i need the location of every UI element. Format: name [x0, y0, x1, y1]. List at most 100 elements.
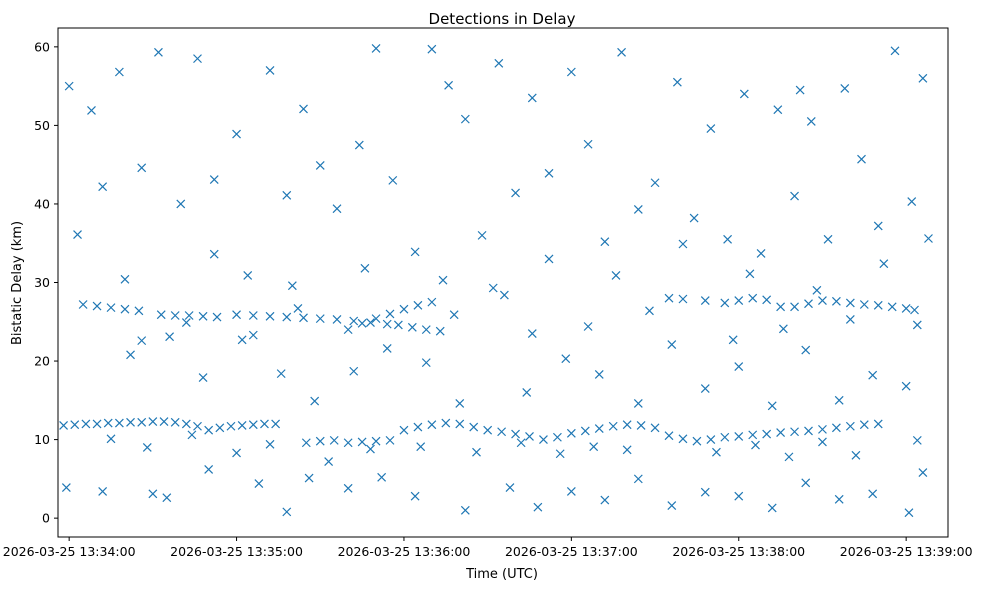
data-point — [477, 230, 487, 240]
data-point — [879, 259, 889, 269]
data-point — [382, 319, 392, 329]
data-point — [126, 417, 135, 427]
data-point — [248, 420, 258, 430]
data-point — [243, 271, 253, 280]
data-point — [469, 422, 479, 432]
data-point — [87, 106, 96, 115]
data-point — [907, 197, 917, 207]
data-point — [393, 320, 403, 330]
data-point — [580, 426, 590, 436]
data-point — [366, 318, 375, 327]
data-point — [756, 249, 766, 258]
data-point — [734, 296, 744, 305]
data-point — [834, 494, 844, 504]
data-point — [734, 432, 744, 441]
data-point — [209, 175, 219, 185]
data-point — [162, 493, 172, 503]
data-point — [388, 175, 398, 185]
data-point — [184, 311, 194, 320]
data-point — [516, 438, 526, 448]
data-point — [583, 322, 593, 331]
data-point — [600, 237, 610, 247]
data-point — [804, 426, 813, 436]
data-point — [622, 420, 632, 430]
y-tick-label: 50 — [34, 118, 50, 133]
data-point — [170, 311, 180, 320]
data-point — [92, 301, 102, 311]
data-point — [801, 345, 811, 355]
data-point — [773, 105, 783, 115]
data-point — [845, 421, 855, 431]
data-point — [873, 221, 883, 231]
data-point — [287, 281, 297, 291]
data-point — [901, 303, 911, 313]
data-point — [61, 483, 71, 492]
data-point — [70, 420, 80, 430]
data-point — [795, 85, 805, 95]
data-point — [248, 330, 258, 340]
data-point — [385, 435, 395, 445]
data-point — [776, 302, 786, 312]
data-point — [366, 444, 375, 454]
data-point — [226, 421, 236, 431]
x-tick-label: 2026-03-25 13:37:00 — [505, 544, 638, 559]
data-point — [282, 507, 292, 517]
data-point — [212, 312, 222, 322]
data-point — [343, 483, 353, 493]
data-point — [382, 344, 392, 353]
data-point — [159, 417, 169, 426]
data-point — [193, 54, 202, 64]
data-point — [845, 298, 855, 308]
data-point — [282, 312, 292, 322]
data-point — [413, 422, 423, 432]
data-point — [527, 93, 537, 103]
data-point — [73, 230, 82, 240]
data-point — [410, 247, 420, 257]
data-point — [435, 326, 445, 336]
data-point — [831, 423, 841, 433]
data-point — [622, 445, 632, 455]
data-point — [148, 417, 158, 426]
data-point — [790, 191, 799, 201]
data-point — [371, 43, 381, 53]
data-point — [566, 67, 576, 77]
data-point — [427, 420, 437, 430]
data-point — [156, 310, 166, 320]
data-point — [890, 46, 900, 56]
data-point — [767, 503, 777, 513]
data-point — [248, 311, 258, 320]
data-point — [114, 67, 124, 77]
data-point — [315, 436, 325, 446]
data-point — [552, 432, 562, 442]
data-point — [859, 420, 869, 430]
data-point — [198, 373, 208, 382]
x-tick-label: 2026-03-25 13:39:00 — [840, 544, 973, 559]
data-point — [427, 297, 437, 307]
data-point — [98, 487, 108, 496]
data-point — [818, 296, 827, 305]
data-point — [790, 427, 799, 437]
data-point — [594, 424, 604, 434]
x-axis-label: Time (UTC) — [465, 567, 538, 582]
y-tick-label: 30 — [34, 275, 50, 290]
data-point — [650, 178, 660, 188]
data-point — [672, 77, 682, 87]
data-point — [260, 419, 269, 429]
y-tick-label: 60 — [34, 39, 50, 54]
data-point — [566, 487, 576, 496]
data-point — [818, 437, 827, 447]
data-point — [438, 275, 448, 285]
data-point — [818, 424, 827, 434]
data-point — [299, 313, 308, 323]
data-point — [664, 293, 674, 303]
data-point — [767, 401, 777, 411]
data-points — [59, 43, 933, 518]
data-point — [851, 450, 861, 460]
data-point — [455, 419, 465, 429]
data-point — [692, 436, 702, 446]
data-point — [78, 300, 88, 309]
data-point — [539, 435, 548, 445]
data-point — [723, 234, 733, 244]
